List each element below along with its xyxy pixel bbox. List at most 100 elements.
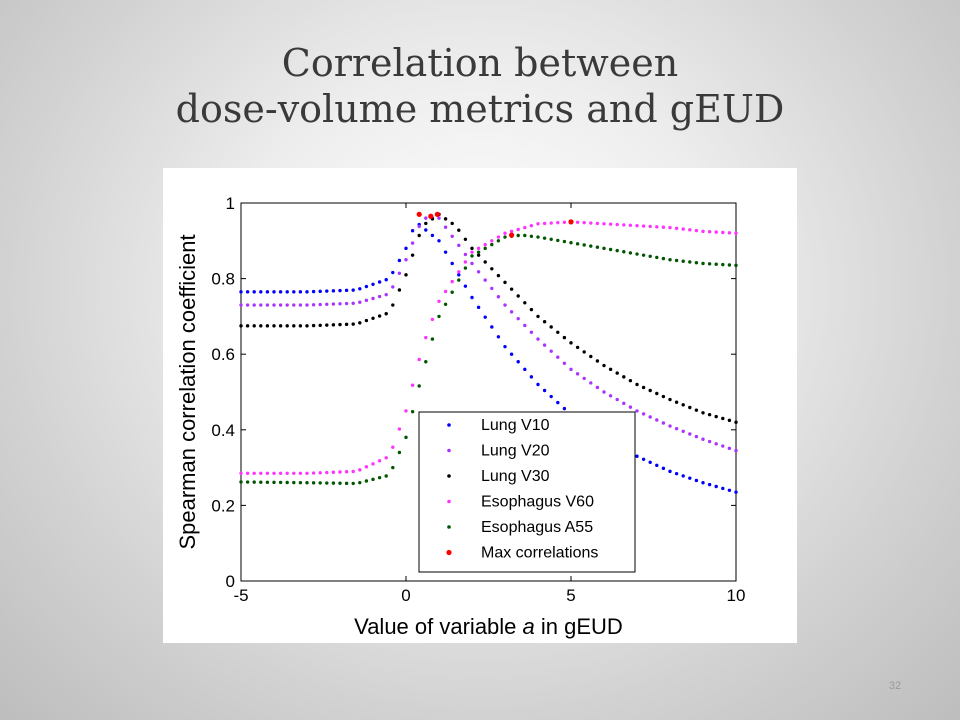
data-point [701, 261, 705, 266]
data-point [602, 363, 606, 368]
data-point [239, 303, 243, 307]
legend-label-lung-v30: Lung V30 [481, 468, 550, 485]
data-point [410, 241, 415, 245]
data-point [490, 325, 494, 329]
data-point [259, 290, 263, 294]
data-point [245, 480, 250, 484]
data-point [523, 323, 527, 328]
data-point [595, 385, 600, 390]
y-tick-label: 0.6 [211, 345, 235, 364]
data-point [615, 248, 619, 253]
data-point [437, 239, 441, 243]
data-point [674, 226, 679, 231]
data-point [285, 324, 289, 328]
data-point [516, 316, 520, 321]
data-point [734, 231, 738, 235]
data-point [265, 471, 270, 475]
data-point [648, 460, 652, 465]
data-point [325, 302, 329, 307]
data-point [707, 412, 712, 417]
data-point [655, 463, 659, 468]
data-point [688, 260, 692, 264]
data-point [344, 322, 349, 327]
data-point [674, 426, 679, 431]
data-point [443, 250, 448, 254]
data-point [714, 484, 718, 489]
legend-marker-lung-v10 [447, 423, 451, 427]
data-point [589, 221, 593, 225]
data-point [589, 244, 593, 248]
data-point [622, 250, 626, 254]
data-point [259, 324, 263, 328]
data-point [331, 302, 336, 306]
data-point [410, 253, 415, 257]
data-point [615, 222, 619, 227]
data-point [450, 221, 454, 226]
data-point [582, 350, 586, 354]
data-point [622, 401, 626, 406]
data-point [496, 235, 501, 239]
data-point [668, 469, 672, 474]
data-point [536, 235, 540, 239]
data-point [483, 242, 487, 247]
data-point [549, 325, 553, 329]
data-point [727, 446, 732, 451]
data-point [701, 481, 705, 485]
data-point [265, 303, 270, 307]
data-point [701, 437, 705, 441]
data-point [523, 367, 527, 372]
y-axis-label: Spearman correlation coefficient [175, 234, 200, 549]
data-point [727, 418, 732, 423]
legend-label-esophagus-a55: Esophagus A55 [481, 519, 593, 536]
data-point [351, 481, 355, 486]
data-point [298, 290, 303, 294]
data-point [569, 240, 573, 245]
data-point [556, 330, 560, 334]
data-point [668, 424, 672, 428]
data-point [344, 470, 349, 474]
data-point [727, 263, 732, 267]
data-point [245, 290, 250, 294]
data-point [278, 290, 283, 294]
data-point [278, 324, 283, 328]
data-point [417, 384, 421, 388]
data-point [265, 324, 270, 328]
data-point [562, 220, 567, 224]
data-point [430, 233, 435, 238]
data-point [694, 434, 699, 439]
data-point [496, 239, 501, 243]
data-point [529, 223, 534, 228]
data-point [285, 480, 289, 485]
data-point [457, 270, 461, 274]
data-point [529, 234, 534, 238]
data-point [536, 222, 540, 226]
data-point [338, 322, 342, 327]
data-point [417, 233, 421, 238]
data-point [278, 471, 283, 475]
data-point [351, 322, 355, 326]
data-point [443, 217, 448, 221]
page-number: 32 [888, 680, 902, 692]
data-point [430, 337, 435, 341]
data-point [384, 292, 388, 297]
data-point [483, 246, 487, 251]
data-point [397, 288, 402, 292]
data-point [305, 471, 309, 475]
data-point [496, 273, 501, 278]
data-point [391, 465, 395, 470]
data-point [338, 470, 342, 474]
data-point [318, 471, 322, 475]
legend-label-lung-v10: Lung V10 [481, 417, 550, 434]
data-point [509, 352, 514, 356]
data-point [377, 280, 382, 284]
data-point [602, 246, 606, 251]
chart-panel: -5 0 5 10 0 0.2 0.4 0.6 0.8 1 Value of variable a … [163, 168, 797, 643]
data-point [483, 260, 487, 264]
data-point [404, 409, 408, 413]
data-point [457, 273, 461, 277]
data-point [364, 479, 369, 483]
data-point [562, 406, 567, 411]
data-point [404, 258, 408, 262]
data-point [404, 273, 408, 277]
